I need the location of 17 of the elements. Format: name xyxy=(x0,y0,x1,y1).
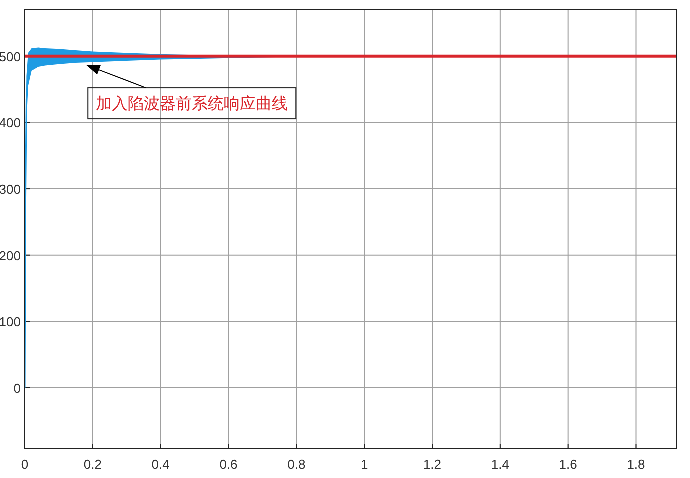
x-tick-label: 1.2 xyxy=(423,457,442,472)
x-tick-label: 0.2 xyxy=(84,457,102,472)
annotation: 加入陷波器前系统响应曲线 xyxy=(88,88,297,120)
x-tick-label: 1.6 xyxy=(559,457,578,472)
x-tick-label: 1.4 xyxy=(491,457,510,472)
y-tick-label: 200 xyxy=(0,248,21,264)
y-tick-label: 500 xyxy=(0,49,21,64)
x-tick-label: 0.4 xyxy=(152,457,170,472)
annotation: 加入陷波器前系统响应曲线 xyxy=(96,94,288,114)
y-tick-label: 400 xyxy=(0,116,21,131)
y-tick-label: 300 xyxy=(0,182,21,198)
x-tick-label: 0.6 xyxy=(220,457,238,472)
x-tick-label: 1.8 xyxy=(627,457,646,472)
y-tick-label: 100 xyxy=(0,314,21,330)
x-tick-label: 0.8 xyxy=(288,457,306,472)
x-tick-label: 1 xyxy=(360,457,368,472)
y-tick-label: 0 xyxy=(14,380,21,396)
